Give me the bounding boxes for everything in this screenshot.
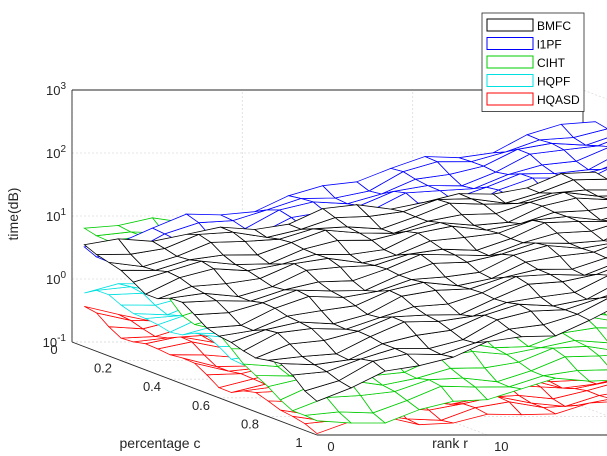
x-tick-label: 0.6 [192, 398, 210, 413]
surface-cell [83, 238, 132, 255]
x-tick-label: 0.2 [94, 361, 112, 376]
x-tick-label: 0.4 [143, 379, 161, 394]
z-tick-label: 102 [46, 144, 66, 161]
x-axis-label: percentage c [120, 435, 201, 451]
y-tick-label: 0 [327, 439, 334, 454]
z-axis-label: time(dB) [5, 188, 21, 241]
x-tick-label: 1 [295, 435, 302, 450]
legend-label: CIHT [537, 56, 566, 70]
legend-swatch [486, 74, 534, 87]
legend-swatch [486, 55, 534, 69]
surface-cell [84, 306, 131, 321]
y-tick-label: 10 [494, 439, 508, 454]
x-tick-label: 0 [50, 342, 57, 357]
legend-label: BMFC [537, 19, 571, 33]
legend-swatch [486, 92, 534, 106]
legend-swatch [486, 37, 534, 50]
z-tick-label: 101 [46, 207, 66, 224]
z-tick-label: 100 [46, 270, 66, 287]
legend-label: HQASD [537, 93, 580, 107]
y-axis-label: rank r [432, 435, 468, 451]
x-tick-label: 0.8 [241, 416, 259, 431]
legend-label: l1PF [537, 38, 562, 52]
surface-cell [84, 283, 131, 294]
legend: BMFC l1PF CIHT HQPF HQASD [481, 12, 585, 112]
surface-bmfc [83, 171, 607, 402]
surfaces [83, 121, 607, 435]
legend-swatch [486, 18, 534, 32]
z-tick-label: 10-1 [43, 333, 67, 350]
legend-label: HQPF [537, 75, 570, 89]
surface-cell [83, 225, 132, 237]
z-tick-label: 103 [46, 81, 66, 98]
